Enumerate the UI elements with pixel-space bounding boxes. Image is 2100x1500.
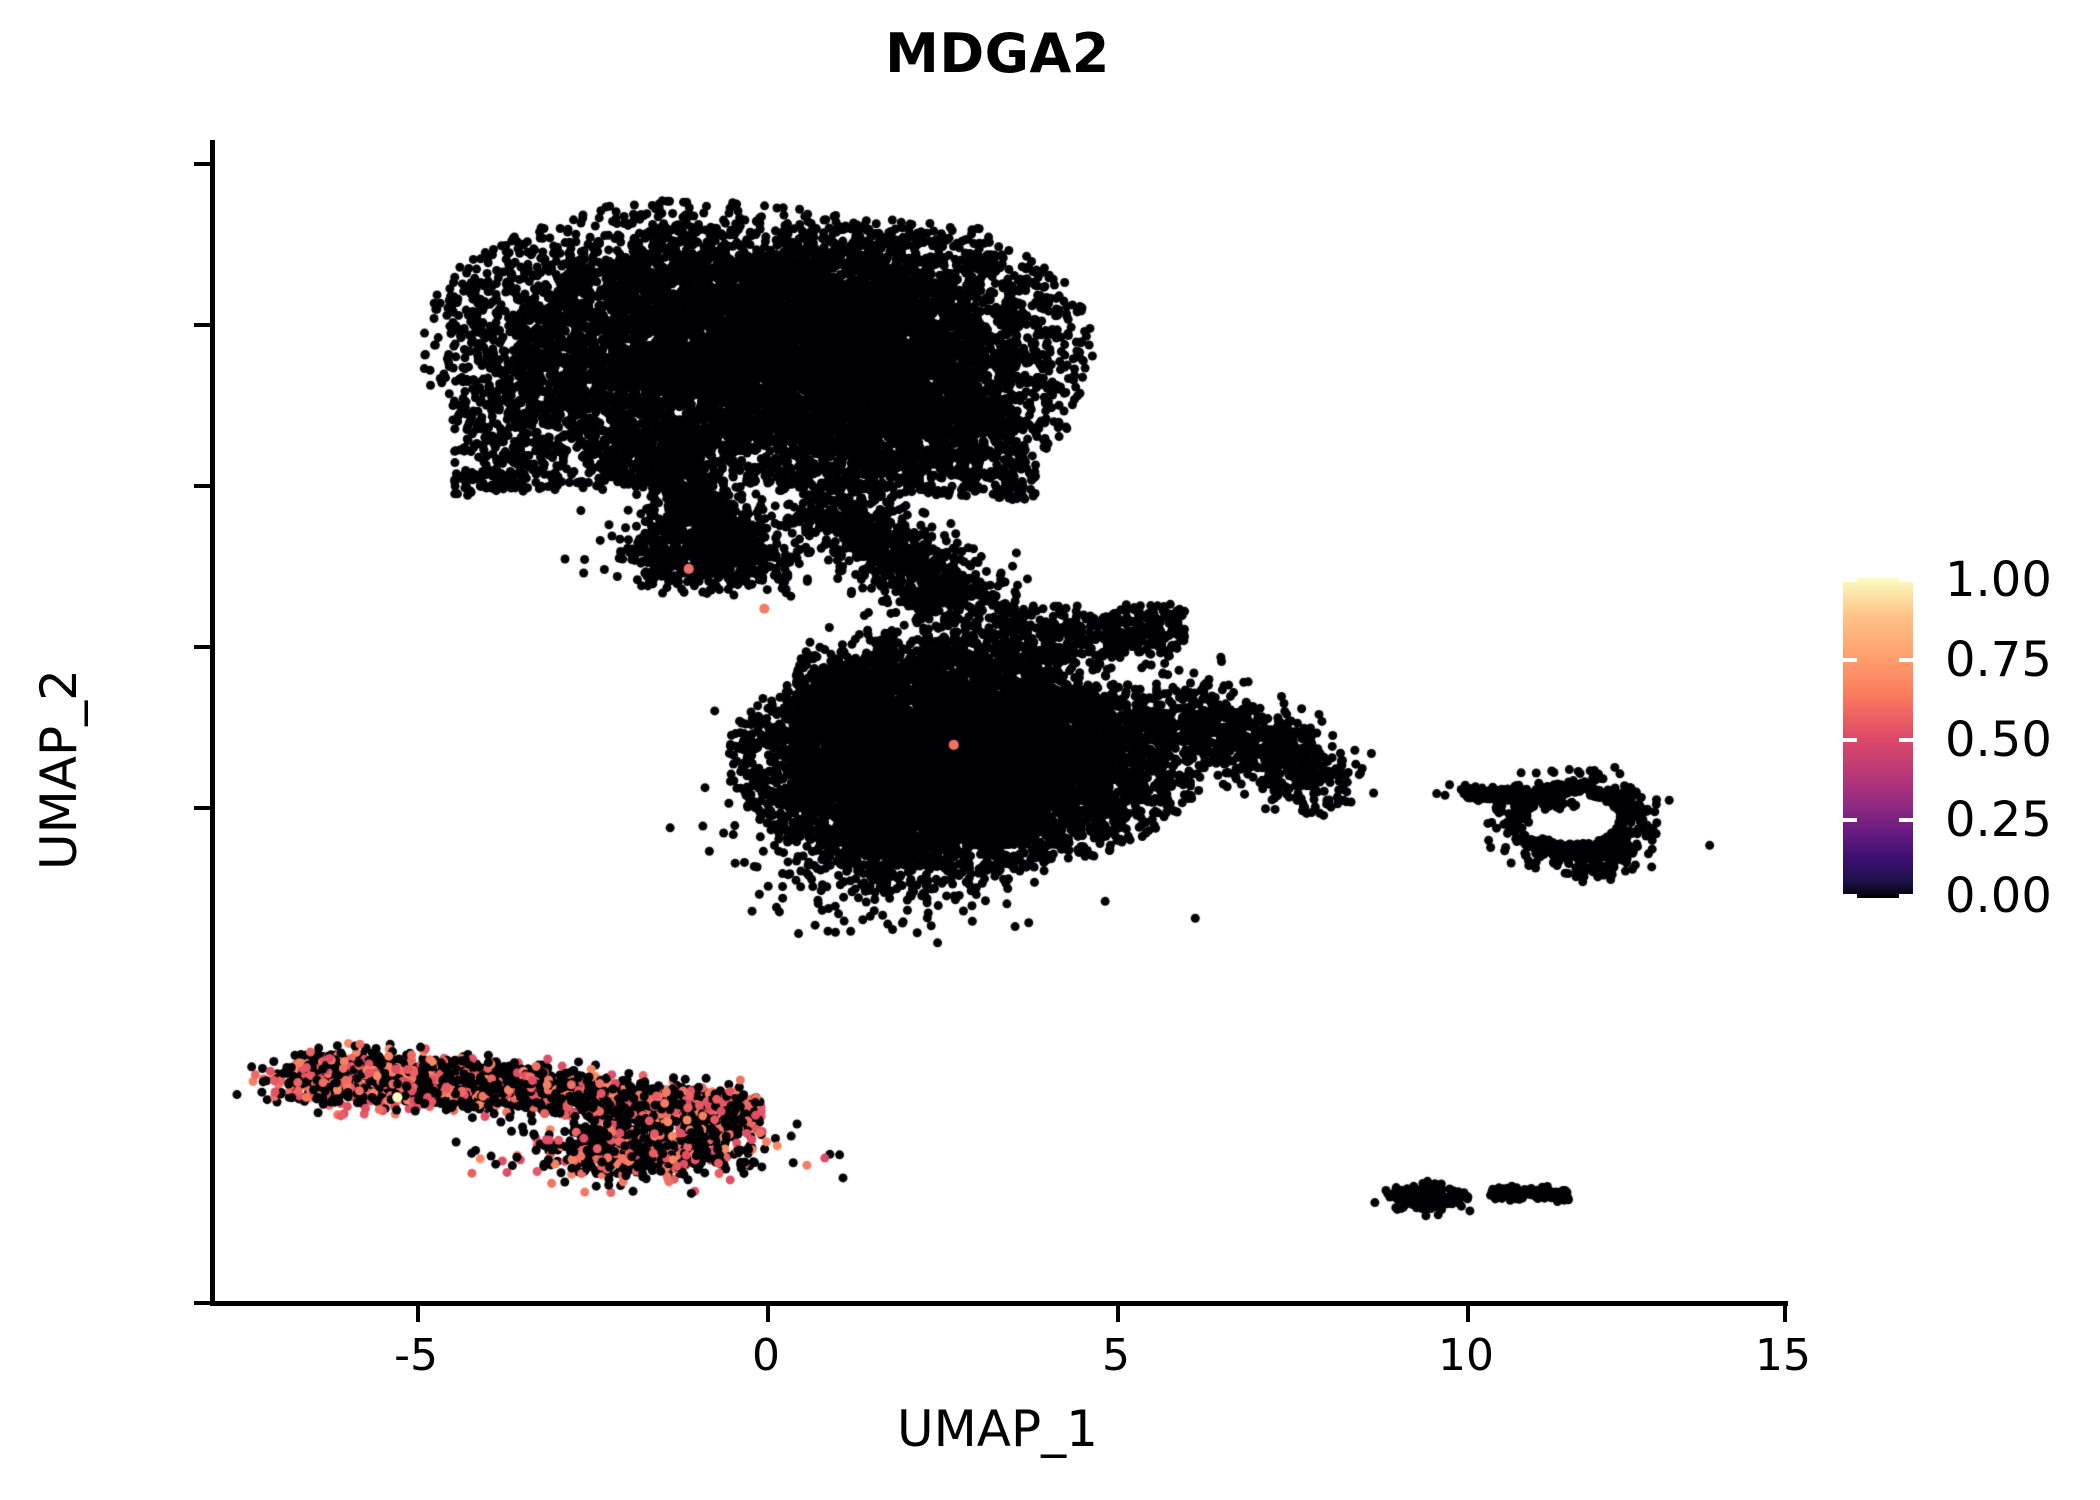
x-tick-label-5: 5 (1102, 1330, 1130, 1381)
y-tick-mark-5 (194, 645, 210, 649)
colorbar-tick-0.25-left (1843, 818, 1857, 822)
colorbar-tick-1.00-right (1899, 578, 1913, 582)
colorbar-label-0.75: 0.75 (1945, 632, 2052, 688)
x-tick-label-10: 10 (1438, 1330, 1494, 1381)
colorbar-label-0.25: 0.25 (1945, 792, 2052, 848)
x-tick-label-15: 15 (1755, 1330, 1811, 1381)
colorbar-label-1.00: 1.00 (1945, 552, 2052, 608)
y-tick-mark-minus5 (194, 1301, 210, 1305)
colorbar-tick-0.00-left (1843, 894, 1857, 898)
x-tick-mark-15 (1783, 1306, 1787, 1322)
colorbar-tick-0.25-right (1899, 818, 1913, 822)
colorbar-tick-0.75-right (1899, 658, 1913, 662)
colorbar-tick-0.75-left (1843, 658, 1857, 662)
colorbar-tick-0.50-right (1899, 738, 1913, 742)
x-tick-label-0: 0 (752, 1330, 780, 1381)
colorbar-tick-0.50-left (1843, 738, 1857, 742)
colorbar-tick-0.00-right (1899, 894, 1913, 898)
x-tick-mark-minus5 (416, 1306, 420, 1322)
colorbar-label-0.00: 0.00 (1945, 868, 2052, 924)
x-tick-mark-10 (1466, 1306, 1470, 1322)
y-tick-mark-15 (194, 323, 210, 327)
x-tick-mark-5 (1116, 1306, 1120, 1322)
colorbar (1843, 578, 1913, 898)
y-axis-label: UMAP_2 (30, 669, 88, 870)
x-axis-label: UMAP_1 (897, 1400, 1098, 1458)
colorbar-tick-1.00-left (1843, 578, 1857, 582)
x-tick-mark-0 (766, 1306, 770, 1322)
y-tick-mark-0 (194, 806, 210, 810)
colorbar-label-0.50: 0.50 (1945, 712, 2052, 768)
y-tick-mark-10 (194, 484, 210, 488)
x-tick-label-minus5: -5 (394, 1330, 438, 1381)
y-tick-mark-20 (194, 162, 210, 166)
